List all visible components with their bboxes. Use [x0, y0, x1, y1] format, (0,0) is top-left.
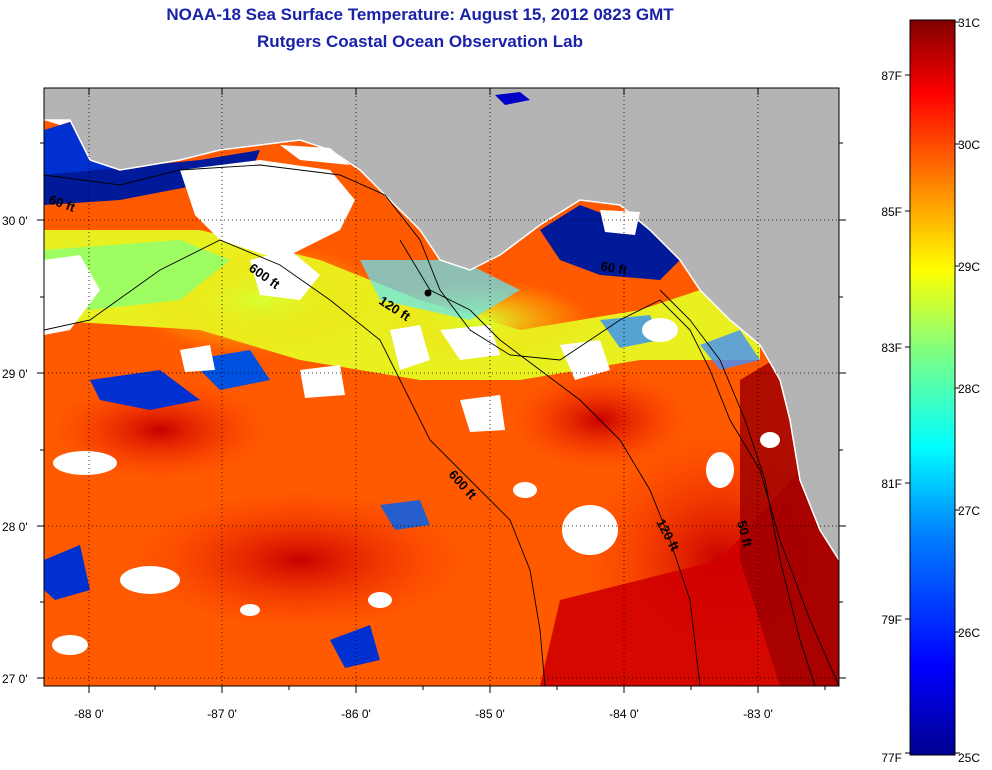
colorbar-c-label: 31C [958, 16, 980, 30]
graticule [44, 88, 839, 686]
colorbar-c-label: 25C [958, 751, 980, 765]
lat-label: 30 0' [2, 214, 28, 228]
lon-label: -86 0' [341, 707, 371, 721]
colorbar-c-label: 29C [958, 260, 980, 274]
lon-label: -83 0' [743, 707, 773, 721]
colorbar-f-label: 81F [881, 477, 902, 491]
colorbar-c-label: 28C [958, 382, 980, 396]
map-frame [43, 87, 840, 687]
lat-label: 28 0' [2, 520, 28, 534]
colorbar-c-label: 27C [958, 504, 980, 518]
colorbar [909, 19, 956, 756]
cloud-patch [180, 160, 355, 260]
contour-label: 60 ft [599, 258, 629, 278]
colorbar-f-label: 83F [881, 341, 902, 355]
colorbar-f-label: 85F [881, 205, 902, 219]
colorbar-f-label: 77F [881, 751, 902, 765]
map-subtitle: Rutgers Coastal Ocean Observation Lab [257, 32, 583, 51]
colorbar-c-label: 30C [958, 138, 980, 152]
colorbar-f-label: 87F [881, 69, 902, 83]
contour-label: 50 ft [734, 519, 756, 549]
lon-label: -85 0' [475, 707, 505, 721]
lon-label: -84 0' [609, 707, 639, 721]
land-mass [44, 88, 839, 560]
contour-shallow [44, 164, 839, 686]
colorbar-f-label: 79F [881, 613, 902, 627]
coastline [44, 119, 839, 561]
contour-600ft [44, 239, 546, 686]
station-marker [424, 289, 432, 297]
lat-label: 29 0' [2, 367, 28, 381]
lat-label: 27 0' [2, 672, 28, 686]
map-title: NOAA-18 Sea Surface Temperature: August … [166, 5, 674, 24]
colorbar-c-label: 26C [958, 626, 980, 640]
contour-50ft [659, 289, 816, 686]
lon-label: -87 0' [207, 707, 237, 721]
contour-120ft [399, 239, 701, 686]
lon-label: -88 0' [74, 707, 104, 721]
